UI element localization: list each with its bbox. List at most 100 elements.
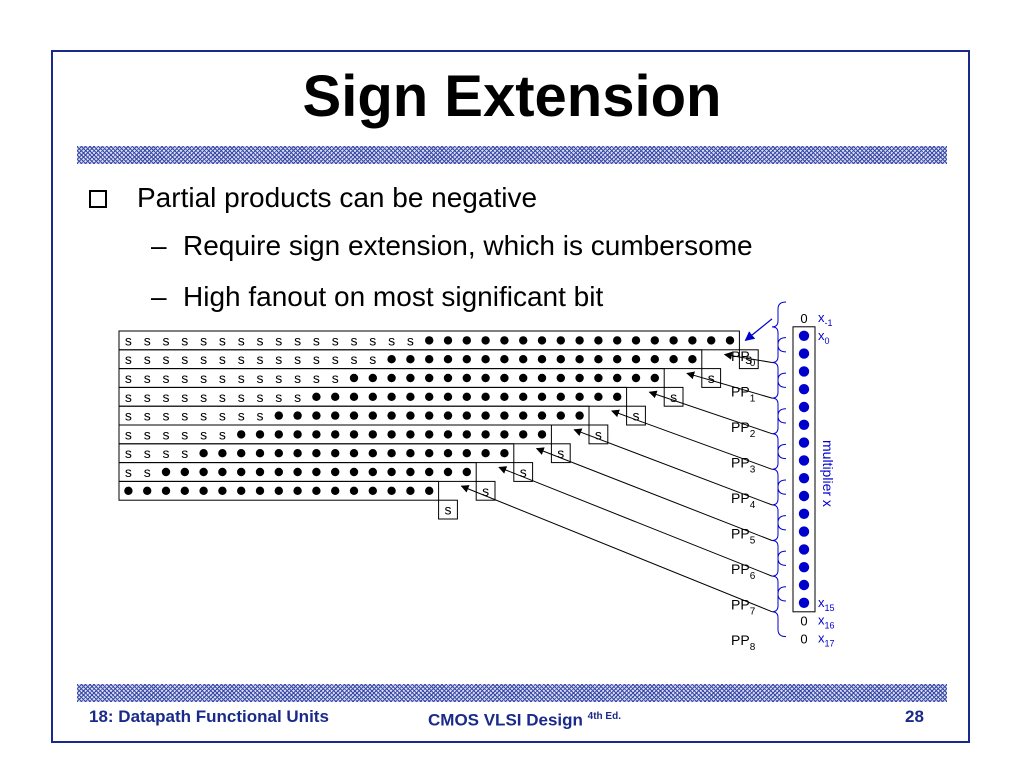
footer-divider-band [77,684,947,702]
partial-product-bit [650,355,659,364]
multiplier-bit-dot [798,384,810,395]
partial-product-bit [481,336,490,345]
partial-product-bit [255,486,265,495]
booth-group-brace [771,586,787,638]
partial-product-bit [500,373,509,383]
partial-product-bit [462,355,471,364]
partial-product-bit [537,373,547,383]
partial-product-bit [274,486,283,495]
slide-title: Sign Extension [302,64,722,129]
sign-extension-bit: s [163,408,170,424]
partial-product-bit [237,467,246,477]
sign-extension-bit: s [125,389,132,405]
sign-correction-bit: s [633,408,640,424]
partial-product-bit [425,336,434,345]
booth-group-brace [771,443,787,495]
partial-product-bit [481,392,490,401]
partial-product-bit [613,373,622,383]
partial-product-bit [462,467,471,477]
sub-bullet-sign-extension: Require sign extension, which is cumbers… [183,230,753,261]
partial-product-bit [481,430,490,439]
partial-product-bit [406,486,415,495]
partial-product-bit [349,486,359,495]
sign-extension-bit: s [238,332,245,348]
sign-correction-cell [475,480,496,501]
partial-product-bit [387,392,396,401]
sign-extension-bit: s [200,389,207,405]
sign-extension-bit: s [219,332,226,348]
partial-product-bit [669,355,678,364]
sign-extension-bit: s [181,370,188,386]
sign-extension-bit: s [275,389,282,405]
multiplier-bit-dot [798,401,810,413]
partial-product-bit [575,411,584,420]
partial-product-bit [387,355,396,364]
sign-extension-bit: s [294,389,301,405]
partial-product-bit [143,486,152,495]
multiplier-bit-dot [798,579,810,591]
partial-product-bit [349,411,359,420]
partial-product-bit [613,336,622,345]
sign-extension-bit: s [407,332,414,348]
multiplier-bit-dot [798,544,810,555]
partial-product-bit [293,411,302,420]
multiplier-bit-dot [798,419,810,430]
sign-extension-bit: s [219,426,226,442]
sign-correction-cell [438,499,458,520]
sign-correction-cell [738,349,759,370]
multiplier-bit-dot [798,597,810,608]
partial-product-bit [293,430,302,439]
sign-correction-bit: s [557,445,564,461]
partial-product-bit [575,392,584,401]
multiplier-bit-value: 0 [800,311,807,326]
partial-product-bit [500,336,509,345]
partial-product-bit [255,467,265,477]
sign-extension-bit: s [144,351,151,367]
arrow-pp [573,428,773,506]
partial-product-bit [331,486,340,495]
sign-extension-bit: s [163,426,170,442]
sign-extension-bit: s [125,351,132,367]
partial-product-bit [556,336,565,345]
partial-product-bit [255,449,265,458]
partial-product-bit [537,336,547,345]
partial-product-bit [594,355,603,364]
sign-extension-bit: s [125,332,132,348]
sign-extension-bit: s [200,370,207,386]
sign-extension-bit: s [313,370,320,386]
partial-product-bit [199,486,208,495]
multiplier-bit-dot [798,562,810,573]
sign-correction-bit: s [708,370,715,386]
sign-extension-bit: s [163,389,170,405]
partial-product-bit [406,430,415,439]
partial-product-bit [575,355,584,364]
multiplier-bit-label: x16 [818,613,835,631]
partial-product-bit [331,430,340,439]
multiplier-bit-dot [798,508,810,519]
partial-product-bit [406,449,415,458]
partial-product-bit [500,430,509,439]
partial-product-bit [368,486,377,495]
sign-extension-bit: s [200,426,207,442]
partial-product-bit [443,355,453,364]
partial-product-bit [613,355,622,364]
partial-product-bit [161,486,171,495]
booth-group-brace [771,408,787,460]
partial-product-bit [462,449,471,458]
partial-product-bit [707,336,716,345]
sign-extension-bit: s [181,445,188,461]
sign-extension-bit: s [238,370,245,386]
pp-label: PP5 [731,526,756,547]
partial-product-bit [274,411,283,420]
partial-product-bit [462,411,471,420]
sign-correction-bit: s [595,426,602,442]
partial-product-bit [481,373,490,383]
partial-product-bit [293,486,302,495]
partial-product-bit [293,449,302,458]
partial-product-bit [349,392,359,401]
partial-product-bit [406,392,415,401]
partial-product-bit [368,430,377,439]
partial-product-bit [293,467,302,477]
multiplier-bit-dot [798,366,810,377]
